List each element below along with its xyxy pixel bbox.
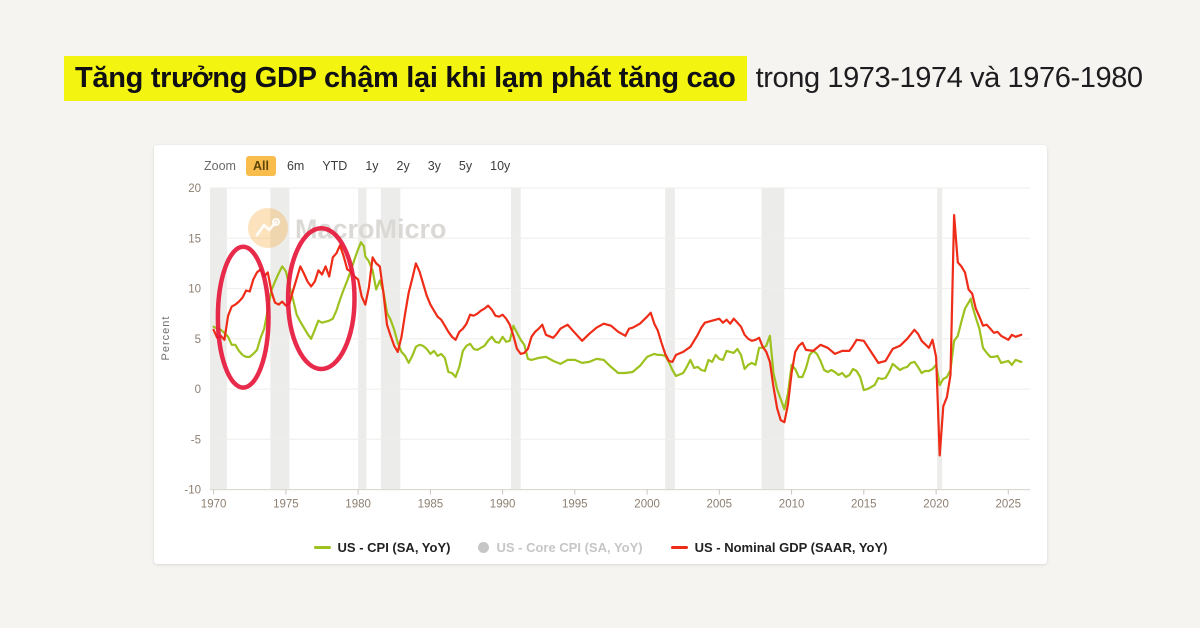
legend-marker-icon [313, 546, 331, 549]
legend-item-disabled[interactable]: US - Core CPI (SA, YoY) [478, 540, 643, 555]
x-tick-label: 2005 [707, 499, 733, 511]
page-title: Tăng trưởng GDP chậm lại khi lạm phát tă… [64, 56, 1143, 101]
y-tick-label: 20 [188, 183, 201, 195]
y-tick-label: -5 [191, 434, 201, 446]
zoom-range-button-5y[interactable]: 5y [452, 156, 479, 176]
zoom-range-button-6m[interactable]: 6m [280, 156, 311, 176]
logo-zigzag-icon [255, 220, 278, 237]
y-tick-label: -10 [184, 485, 201, 497]
y-tick-label: 15 [188, 233, 201, 245]
x-tick-label: 1990 [490, 499, 516, 511]
y-axis-title: Percent [160, 315, 172, 361]
y-tick-label: 10 [188, 284, 201, 296]
x-tick-label: 2015 [851, 499, 877, 511]
macromicro-watermark: MacroMicro [248, 208, 447, 248]
annotation-ellipse [215, 244, 271, 390]
zoom-range-button-10y[interactable]: 10y [483, 156, 517, 176]
legend-item-enabled[interactable]: US - Nominal GDP (SAAR, YoY) [670, 540, 888, 555]
y-tick-label: 0 [195, 384, 201, 396]
x-tick-label: 1980 [345, 499, 371, 511]
zoom-range-button-3y[interactable]: 3y [421, 156, 448, 176]
chart-card: Zoom All 6m YTD 1y 2y 3y 5y 10y Percent 20 15 10 5… [154, 145, 1047, 564]
x-tick-label: 2020 [923, 499, 949, 511]
title-highlight: Tăng trưởng GDP chậm lại khi lạm phát tă… [64, 56, 747, 101]
x-tick-label: 2010 [779, 499, 805, 511]
zoom-range-button-1y[interactable]: 1y [358, 156, 385, 176]
legend-label: US - CPI (SA, YoY) [337, 540, 451, 555]
zoom-range-button-ytd[interactable]: YTD [315, 156, 354, 176]
zoom-range-button-2y[interactable]: 2y [390, 156, 417, 176]
legend-item-enabled[interactable]: US - CPI (SA, YoY) [313, 540, 451, 555]
title-rest: trong 1973-1974 và 1976-1980 [755, 62, 1143, 94]
x-tick-label: 1970 [201, 499, 227, 511]
x-tick-label: 1985 [418, 499, 444, 511]
zoom-range-button-all[interactable]: All [245, 156, 276, 176]
x-tick-label: 1995 [562, 499, 588, 511]
zoom-label: Zoom [204, 159, 236, 173]
legend-label: US - Nominal GDP (SAAR, YoY) [694, 540, 888, 555]
logo-dot-icon [272, 218, 280, 226]
legend-marker-icon [478, 542, 490, 553]
nominal-gdp-line [212, 213, 1023, 457]
x-tick-label: 2000 [634, 499, 660, 511]
x-tick-label: 2025 [996, 499, 1022, 511]
annotation-ellipse [285, 225, 357, 372]
y-tick-label: 5 [195, 334, 201, 346]
legend-label: US - Core CPI (SA, YoY) [496, 540, 643, 555]
chart-legend: US - CPI (SA, YoY) US - Core CPI (SA, YoY… [154, 540, 1047, 555]
cpi-line [212, 241, 1023, 411]
legend-marker-icon [670, 546, 688, 549]
zoom-toolbar: Zoom All 6m YTD 1y 2y 3y 5y 10y [204, 156, 519, 176]
x-tick-label: 1975 [273, 499, 299, 511]
